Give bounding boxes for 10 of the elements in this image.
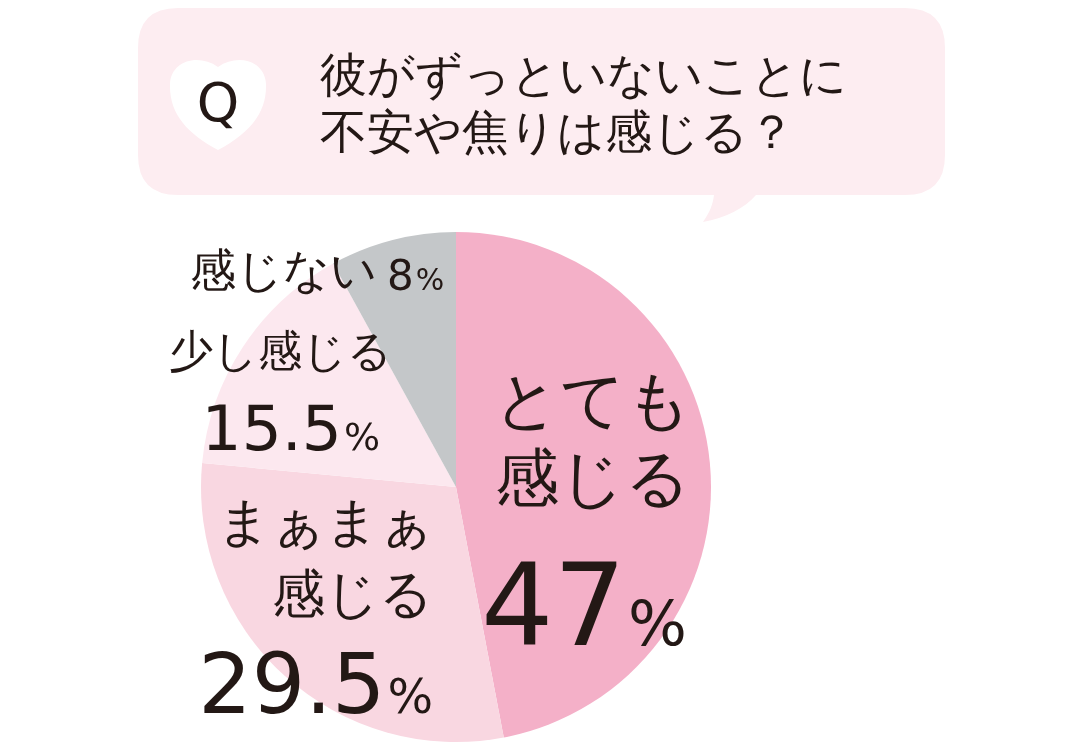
- data-label: 15.5%: [201, 392, 380, 465]
- chart-title: 彼がずっといないことに不安や焦りは感じる？: [320, 46, 848, 160]
- data-label: 29.5%: [198, 635, 433, 733]
- text: Q: [196, 71, 240, 134]
- slice-label: 感じない: [190, 242, 377, 297]
- slice-label: まぁまぁ感じる: [217, 490, 433, 624]
- slice-label: 少し感じる: [169, 325, 392, 377]
- slice-label: とても感じる: [494, 362, 692, 515]
- data-label: 8%: [387, 251, 445, 300]
- data-label: 47%: [481, 539, 687, 672]
